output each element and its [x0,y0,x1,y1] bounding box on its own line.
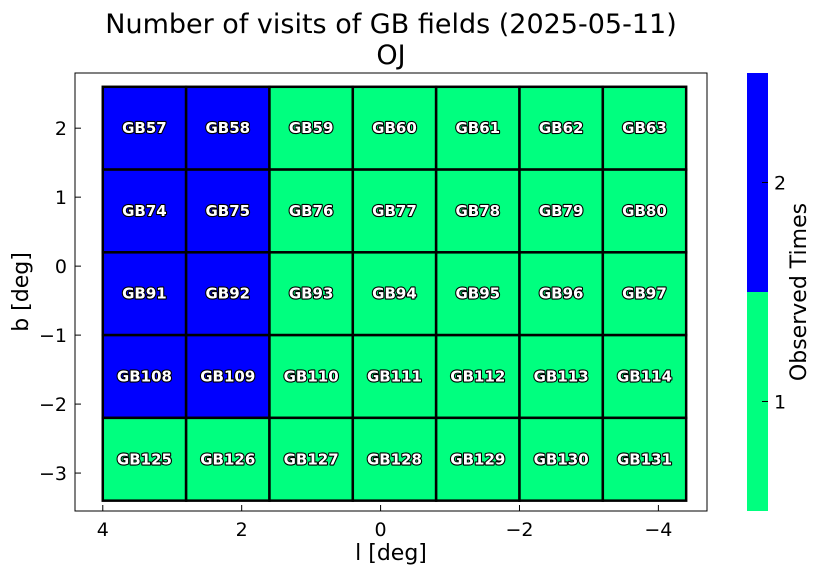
field-cell-gb93 [268,251,355,337]
field-label-gb111: GB111 [367,367,422,385]
field-cell-gb109 [184,333,271,420]
field-cell-gb108 [101,333,188,420]
field-label-gb97: GB97 [622,285,667,303]
colorbar-tick-label: 1 [774,392,786,414]
field-cell-gb96 [518,251,605,337]
field-label-gb74: GB74 [122,202,167,220]
x-tick-label: −4 [644,519,672,541]
field-label-gb110: GB110 [284,367,339,385]
field-label-gb108: GB108 [117,367,172,385]
field-label-gb80: GB80 [622,202,667,220]
field-label-gb91: GB91 [122,285,167,303]
field-cell-gb92 [184,251,271,337]
y-tick-label: −1 [39,325,67,347]
y-tick-label: −2 [39,394,67,416]
field-label-gb76: GB76 [289,202,334,220]
field-label-gb62: GB62 [539,119,584,137]
field-label-gb58: GB58 [205,119,250,137]
field-label-gb61: GB61 [456,119,501,137]
plot-frame [74,72,708,512]
colorbar: 12 [747,73,786,511]
field-label-gb93: GB93 [289,285,334,303]
field-cell-gb113 [518,333,605,420]
heatmap-cells: GB57 GB58 GB59 GB60 GB61 GB62 GB63 GB74 GB75 GB76… [101,85,688,502]
field-label-gb109: GB109 [200,367,255,385]
y-tick-label: −3 [39,463,67,485]
field-label-gb63: GB63 [622,119,667,137]
chart-title: Number of visits of GB fields (2025-05-1… [105,9,676,40]
field-label-gb79: GB79 [539,202,584,220]
colorbar-label: Observed Times [787,203,812,381]
field-label-gb94: GB94 [372,285,417,303]
field-cell-gb131 [601,416,688,502]
field-label-gb126: GB126 [200,450,255,468]
field-label-gb113: GB113 [534,367,589,385]
x-tick-label: −2 [505,519,533,541]
chart-subtitle: OJ [376,40,405,71]
x-tick-label: 4 [97,519,109,541]
field-cell-gb130 [518,416,605,502]
x-axis-ticks: 4 2 0 −2 −4 [97,505,672,541]
x-tick-label: 0 [375,519,387,541]
field-cell-gb80 [601,168,688,254]
y-tick-label: 2 [55,118,67,140]
field-cell-gb97 [601,251,688,337]
colorbar-segment-2 [747,73,768,292]
field-label-gb131: GB131 [617,450,672,468]
y-tick-label: 1 [55,187,67,209]
x-tick-label: 2 [236,519,248,541]
field-cell-gb74 [101,168,188,254]
field-label-gb129: GB129 [450,450,505,468]
field-label-gb127: GB127 [284,450,339,468]
y-axis-label: b [deg] [9,252,34,332]
field-cell-gb57 [101,85,188,171]
field-label-gb95: GB95 [456,285,501,303]
field-label-gb112: GB112 [450,367,505,385]
field-label-gb78: GB78 [456,202,501,220]
colorbar-segment-1 [747,292,768,511]
y-tick-label: 0 [55,256,67,278]
field-label-gb60: GB60 [372,119,417,137]
field-label-gb75: GB75 [205,202,250,220]
field-label-gb57: GB57 [122,119,167,137]
field-label-gb125: GB125 [117,450,172,468]
field-label-gb128: GB128 [367,450,422,468]
field-label-gb92: GB92 [205,285,250,303]
field-label-gb96: GB96 [539,285,584,303]
field-cell-gb127 [268,416,355,502]
field-label-gb114: GB114 [617,367,672,385]
field-cell-gb78 [434,168,521,254]
field-label-gb59: GB59 [289,119,334,137]
field-cell-gb95 [434,251,521,337]
field-label-gb130: GB130 [534,450,589,468]
field-cell-gb62 [518,85,605,171]
field-cell-gb125 [101,416,188,502]
y-axis-ticks: 2 1 0 −1 −2 −3 [39,118,81,485]
field-label-gb77: GB77 [372,202,417,220]
x-axis-label: l [deg] [355,541,427,566]
field-cell-gb76 [268,168,355,254]
field-cell-gb58 [184,85,271,171]
colorbar-tick-label: 2 [774,173,786,195]
